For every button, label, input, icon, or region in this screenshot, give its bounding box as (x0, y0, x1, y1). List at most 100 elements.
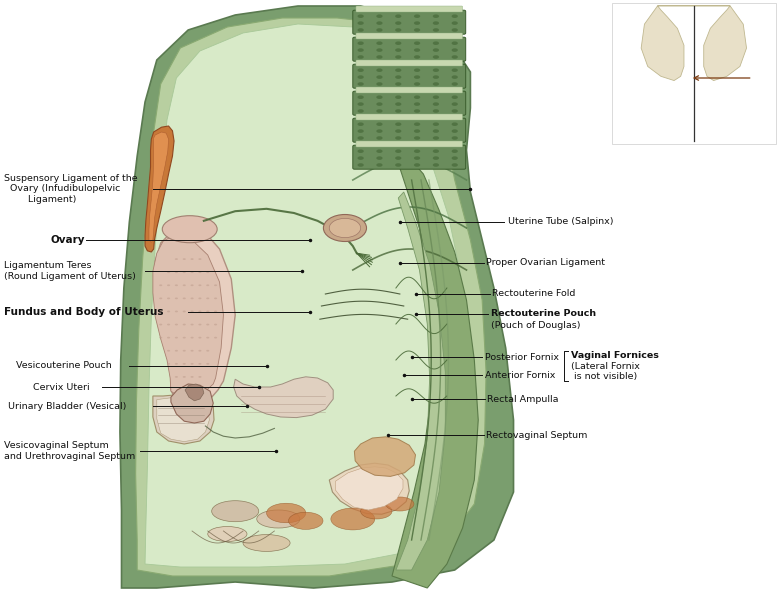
Polygon shape (392, 156, 478, 588)
Ellipse shape (331, 508, 375, 530)
Ellipse shape (433, 14, 439, 18)
Text: Rectovaginal Septum: Rectovaginal Septum (486, 431, 587, 439)
Ellipse shape (376, 109, 383, 113)
Ellipse shape (376, 76, 383, 79)
Ellipse shape (167, 350, 170, 352)
Ellipse shape (414, 28, 420, 32)
Ellipse shape (183, 337, 186, 338)
Ellipse shape (395, 55, 401, 59)
Ellipse shape (198, 258, 201, 260)
Ellipse shape (167, 311, 170, 313)
Ellipse shape (414, 49, 420, 52)
Ellipse shape (175, 284, 178, 286)
Ellipse shape (433, 49, 439, 52)
Ellipse shape (433, 136, 439, 140)
Ellipse shape (212, 500, 259, 521)
Ellipse shape (452, 76, 458, 79)
Ellipse shape (167, 271, 170, 273)
Ellipse shape (183, 258, 186, 260)
FancyBboxPatch shape (356, 141, 463, 147)
Ellipse shape (414, 68, 420, 72)
Ellipse shape (433, 129, 439, 133)
Ellipse shape (206, 311, 209, 313)
Ellipse shape (452, 109, 458, 113)
Ellipse shape (358, 41, 364, 45)
Bar (612, 3, 776, 144)
Ellipse shape (198, 363, 201, 365)
Ellipse shape (395, 156, 401, 160)
Ellipse shape (175, 337, 178, 338)
Ellipse shape (323, 214, 366, 241)
Ellipse shape (452, 149, 458, 153)
Ellipse shape (395, 68, 401, 72)
Ellipse shape (414, 76, 420, 79)
Text: is not visible): is not visible) (571, 372, 637, 382)
Polygon shape (136, 18, 486, 576)
Ellipse shape (289, 512, 323, 529)
Ellipse shape (159, 311, 162, 313)
Ellipse shape (159, 284, 162, 286)
Ellipse shape (167, 363, 170, 365)
Ellipse shape (358, 163, 364, 167)
Ellipse shape (191, 284, 194, 286)
Polygon shape (157, 397, 209, 442)
Ellipse shape (395, 41, 401, 45)
FancyBboxPatch shape (356, 6, 463, 12)
Ellipse shape (358, 68, 364, 72)
Ellipse shape (376, 129, 383, 133)
FancyBboxPatch shape (353, 118, 466, 142)
Ellipse shape (175, 271, 178, 273)
Ellipse shape (395, 129, 401, 133)
Ellipse shape (376, 82, 383, 86)
Ellipse shape (414, 55, 420, 59)
Ellipse shape (191, 337, 194, 338)
Ellipse shape (191, 363, 194, 365)
Text: Rectal Ampulla: Rectal Ampulla (487, 395, 558, 403)
Ellipse shape (376, 102, 383, 106)
Ellipse shape (243, 535, 290, 551)
Ellipse shape (358, 82, 364, 86)
Polygon shape (641, 6, 746, 80)
FancyBboxPatch shape (356, 33, 463, 39)
Polygon shape (153, 234, 223, 397)
Ellipse shape (433, 95, 439, 99)
Ellipse shape (376, 22, 383, 25)
Ellipse shape (191, 258, 194, 260)
Ellipse shape (395, 28, 401, 32)
FancyBboxPatch shape (353, 145, 466, 169)
Ellipse shape (395, 122, 401, 126)
Ellipse shape (191, 271, 194, 273)
Ellipse shape (452, 163, 458, 167)
Ellipse shape (183, 284, 186, 286)
Ellipse shape (256, 510, 299, 528)
Ellipse shape (183, 271, 186, 273)
Ellipse shape (358, 49, 364, 52)
Ellipse shape (395, 136, 401, 140)
Ellipse shape (433, 68, 439, 72)
Ellipse shape (175, 311, 178, 313)
Ellipse shape (358, 22, 364, 25)
Ellipse shape (395, 22, 401, 25)
Ellipse shape (395, 76, 401, 79)
Polygon shape (154, 225, 235, 408)
Text: Ovary: Ovary (51, 235, 85, 245)
Ellipse shape (414, 109, 420, 113)
Ellipse shape (358, 149, 364, 153)
Ellipse shape (452, 82, 458, 86)
Ellipse shape (452, 95, 458, 99)
Text: Uterine Tube (Salpinx): Uterine Tube (Salpinx) (508, 217, 614, 226)
Ellipse shape (206, 271, 209, 273)
Ellipse shape (159, 298, 162, 299)
Ellipse shape (183, 363, 186, 365)
Ellipse shape (452, 28, 458, 32)
Ellipse shape (267, 503, 306, 523)
Ellipse shape (433, 76, 439, 79)
Polygon shape (354, 437, 416, 476)
FancyBboxPatch shape (353, 91, 466, 115)
Ellipse shape (167, 323, 170, 325)
Ellipse shape (358, 28, 364, 32)
Ellipse shape (206, 298, 209, 299)
Ellipse shape (452, 22, 458, 25)
Ellipse shape (395, 95, 401, 99)
Ellipse shape (395, 49, 401, 52)
